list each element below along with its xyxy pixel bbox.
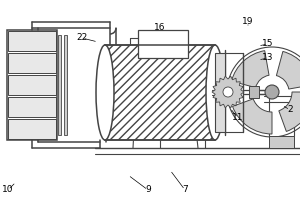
- Bar: [249, 86, 259, 98]
- Bar: [58, 35, 61, 135]
- Wedge shape: [232, 99, 272, 134]
- Text: 8: 8: [145, 40, 151, 49]
- Ellipse shape: [96, 45, 114, 140]
- Wedge shape: [231, 51, 269, 88]
- Text: 15: 15: [262, 40, 274, 48]
- Text: 2: 2: [287, 106, 293, 114]
- Text: 16: 16: [154, 23, 166, 32]
- Bar: [105, 45, 215, 140]
- Text: 10: 10: [2, 186, 14, 194]
- Bar: [64, 35, 67, 135]
- Circle shape: [223, 87, 233, 97]
- Text: 22: 22: [76, 33, 88, 43]
- Bar: [7, 30, 57, 140]
- Bar: [8, 31, 56, 51]
- Bar: [8, 97, 56, 117]
- Circle shape: [227, 47, 300, 137]
- Circle shape: [265, 85, 279, 99]
- Text: 13: 13: [262, 53, 274, 62]
- Text: 1: 1: [220, 120, 226, 130]
- Bar: [269, 136, 294, 148]
- Text: 19: 19: [242, 18, 254, 26]
- Bar: [8, 119, 56, 139]
- Wedge shape: [276, 51, 300, 89]
- Bar: [215, 53, 225, 132]
- Text: 9: 9: [145, 186, 151, 194]
- Bar: [8, 75, 56, 95]
- Bar: [138, 30, 188, 58]
- Wedge shape: [279, 92, 300, 131]
- Polygon shape: [212, 76, 244, 108]
- Text: 11: 11: [232, 114, 244, 122]
- Text: 7: 7: [182, 186, 188, 194]
- Ellipse shape: [206, 45, 224, 140]
- Bar: [8, 53, 56, 73]
